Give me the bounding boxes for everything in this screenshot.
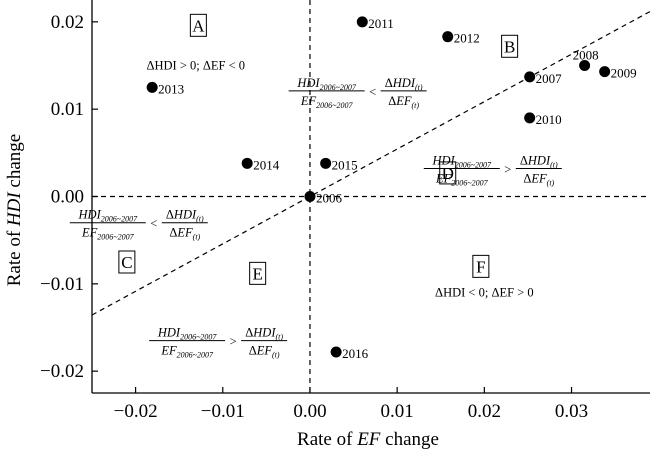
svg-text:EF2006~2007: EF2006~2007 <box>81 226 135 242</box>
x-tick-label: 0.01 <box>381 401 414 422</box>
y-tick-label: 0.01 <box>51 99 84 120</box>
svg-text:<: < <box>150 217 157 231</box>
data-point <box>320 157 332 169</box>
svg-text:ΔHDI(t): ΔHDI(t) <box>245 326 283 342</box>
data-point <box>241 157 253 169</box>
region-box <box>189 13 207 37</box>
point-label: 2011 <box>368 16 394 31</box>
ratio-annotation: HDI2006~2007 EF2006~2007 < ΔHDI(t) ΔEF(t) <box>288 76 427 110</box>
point-label: 2015 <box>332 157 358 172</box>
x-tick-label: 0.03 <box>555 401 588 422</box>
x-axis-title: Rate of EF change <box>297 429 439 450</box>
region-box <box>118 250 136 274</box>
region-box <box>439 161 457 185</box>
data-point <box>524 71 536 83</box>
y-tick-label: 0.02 <box>51 12 84 33</box>
point-label: 2006 <box>316 191 343 206</box>
condition-text: ΔHDI < 0; ΔEF > 0 <box>435 286 534 300</box>
y-tick-label: −0.02 <box>40 361 84 382</box>
region-letter: B <box>504 37 515 56</box>
point-label: 2013 <box>158 81 184 96</box>
data-point <box>304 191 316 202</box>
svg-text:ΔHDI(t): ΔHDI(t) <box>520 154 558 170</box>
svg-text:ΔHDI(t): ΔHDI(t) <box>385 76 423 92</box>
data-point <box>146 81 158 93</box>
svg-text:ΔEF(t): ΔEF(t) <box>249 344 280 360</box>
ratio-annotation: HDI2006~2007 EF2006~2007 > ΔHDI(t) ΔEF(t) <box>149 326 288 360</box>
svg-text:HDI2006~2007: HDI2006~2007 <box>78 208 139 224</box>
svg-text:ΔEF(t): ΔEF(t) <box>523 172 554 188</box>
data-point <box>579 60 591 71</box>
point-label: 2014 <box>253 157 280 172</box>
svg-text:EF2006~2007: EF2006~2007 <box>300 94 354 110</box>
ratio-annotation: HDI2006~2007 EF2006~2007 < ΔHDI(t) ΔEF(t) <box>69 208 208 242</box>
svg-text:EF2006~2007: EF2006~2007 <box>435 172 489 188</box>
region-letter: E <box>252 264 262 283</box>
svg-text:>: > <box>230 335 237 349</box>
svg-text:<: < <box>369 85 376 99</box>
svg-text:ΔEF(t): ΔEF(t) <box>388 94 419 110</box>
region-letter: A <box>192 16 205 35</box>
y-tick-label: 0.00 <box>51 187 84 208</box>
region-box <box>501 34 519 58</box>
svg-text:HDI2006~2007: HDI2006~2007 <box>432 154 493 170</box>
x-tick-label: −0.01 <box>201 401 245 422</box>
data-point <box>599 66 611 78</box>
ratio-annotation: HDI2006~2007 EF2006~2007 > ΔHDI(t) ΔEF(t) <box>423 154 562 188</box>
condition-text: ΔHDI > 0; ΔEF < 0 <box>146 59 245 73</box>
point-label: 2016 <box>342 346 369 361</box>
svg-text:EF2006~2007: EF2006~2007 <box>160 344 214 360</box>
point-label: 2012 <box>454 31 480 46</box>
y-axis-title: Rate of HDI change <box>4 134 25 287</box>
point-label: 2008 <box>573 48 599 63</box>
svg-text:HDI2006~2007: HDI2006~2007 <box>296 76 357 92</box>
data-point <box>524 112 536 124</box>
svg-text:ΔHDI(t): ΔHDI(t) <box>166 208 204 224</box>
point-label: 2009 <box>611 66 637 81</box>
reference-line <box>92 11 650 316</box>
region-box <box>472 254 490 278</box>
x-tick-label: 0.02 <box>468 401 501 422</box>
point-label: 2007 <box>536 71 563 86</box>
svg-text:HDI2006~2007: HDI2006~2007 <box>157 326 218 342</box>
data-point <box>330 346 342 358</box>
x-tick-label: 0.00 <box>293 401 326 422</box>
region-letter: C <box>121 253 132 272</box>
data-point <box>442 31 454 43</box>
point-label: 2010 <box>536 112 562 127</box>
svg-text:ΔEF(t): ΔEF(t) <box>169 226 200 242</box>
data-point <box>356 16 368 28</box>
x-tick-label: −0.02 <box>114 401 158 422</box>
region-letter: F <box>476 257 485 276</box>
y-tick-label: −0.01 <box>40 274 84 295</box>
region-box <box>249 261 267 285</box>
svg-text:>: > <box>504 163 511 177</box>
